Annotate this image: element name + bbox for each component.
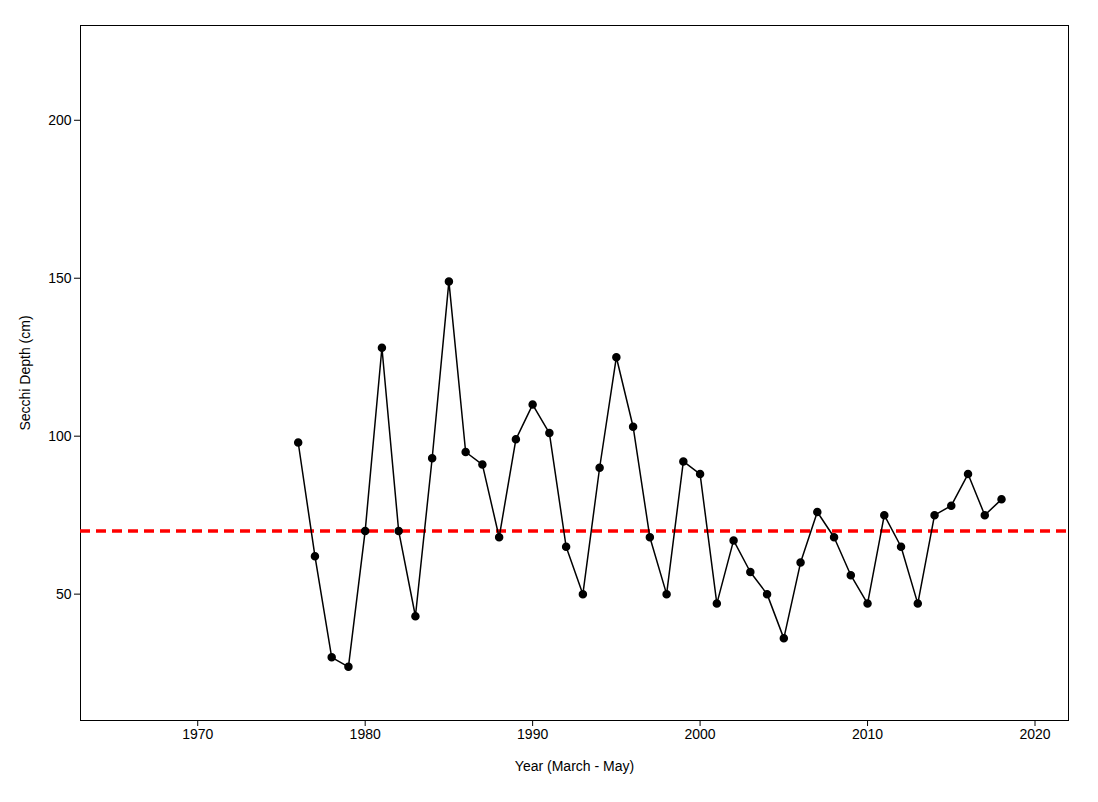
svg-text:100: 100 <box>48 428 72 444</box>
svg-text:150: 150 <box>48 270 72 286</box>
svg-text:2000: 2000 <box>685 726 716 742</box>
svg-text:50: 50 <box>56 586 72 602</box>
svg-text:1990: 1990 <box>517 726 548 742</box>
svg-text:Secchi Depth (cm): Secchi Depth (cm) <box>17 315 33 430</box>
svg-text:Year (March - May): Year (March - May) <box>515 758 634 774</box>
svg-text:2010: 2010 <box>852 726 883 742</box>
svg-text:1980: 1980 <box>350 726 381 742</box>
svg-text:1970: 1970 <box>182 726 213 742</box>
svg-text:2020: 2020 <box>1019 726 1050 742</box>
svg-text:200: 200 <box>48 112 72 128</box>
